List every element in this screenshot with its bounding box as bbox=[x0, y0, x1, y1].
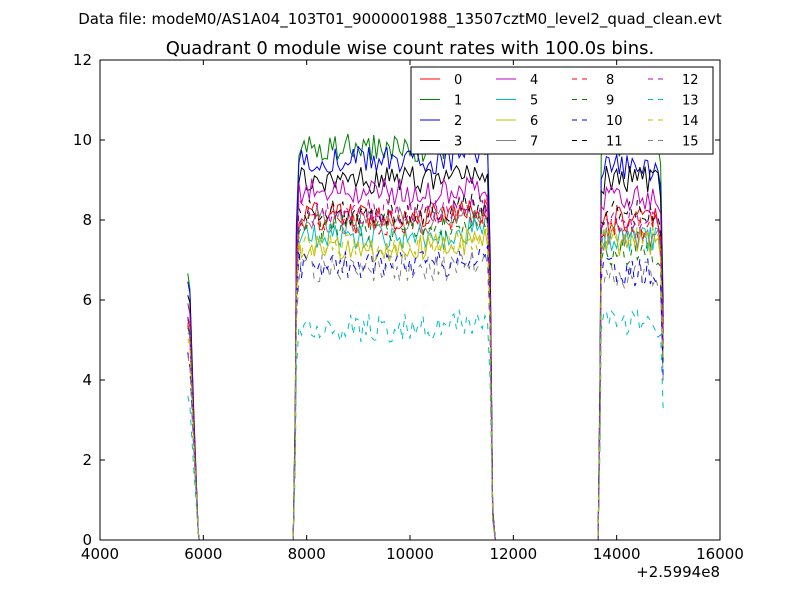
legend-label-5: 5 bbox=[530, 94, 538, 109]
y-tick-label: 0 bbox=[82, 531, 92, 549]
legend-label-9: 9 bbox=[606, 94, 614, 109]
series-line-8 bbox=[187, 204, 664, 541]
legend-label-10: 10 bbox=[606, 114, 623, 129]
series-line-15 bbox=[187, 250, 664, 541]
legend-label-13: 13 bbox=[682, 94, 699, 109]
y-tick-label: 6 bbox=[82, 291, 92, 309]
legend-label-2: 2 bbox=[454, 114, 462, 129]
legend-label-4: 4 bbox=[530, 73, 538, 88]
x-axis: 4000 6000 8000 10000 12000 14000 16000 bbox=[81, 60, 744, 563]
y-tick-label: 4 bbox=[82, 371, 92, 389]
figure-suptitle: Data file: modeM0/AS1A04_103T01_90000019… bbox=[78, 10, 722, 29]
series-line-13 bbox=[187, 308, 664, 541]
legend-label-12: 12 bbox=[682, 73, 699, 88]
y-tick-label: 12 bbox=[73, 51, 92, 69]
chart-title: Quadrant 0 module wise count rates with … bbox=[166, 38, 655, 59]
legend-label-14: 14 bbox=[682, 114, 699, 129]
x-tick-label: 4000 bbox=[81, 545, 119, 563]
x-tick-label: 14000 bbox=[593, 545, 641, 563]
series-line-0 bbox=[187, 198, 664, 541]
x-tick-label: 6000 bbox=[184, 545, 222, 563]
x-tick-label: 10000 bbox=[386, 545, 434, 563]
series-line-9 bbox=[187, 206, 664, 541]
y-tick-label: 2 bbox=[82, 451, 92, 469]
series-lines bbox=[187, 128, 664, 541]
x-tick-label: 16000 bbox=[696, 545, 744, 563]
series-line-3 bbox=[187, 164, 664, 541]
legend-label-1: 1 bbox=[454, 94, 462, 109]
series-line-2 bbox=[187, 138, 664, 541]
legend-label-0: 0 bbox=[454, 73, 462, 88]
legend-label-11: 11 bbox=[606, 135, 623, 150]
x-tick-label: 12000 bbox=[489, 545, 537, 563]
series-line-10 bbox=[187, 245, 664, 541]
y-tick-label: 8 bbox=[82, 211, 92, 229]
series-line-11 bbox=[187, 193, 664, 541]
x-offset-label: +2.5994e8 bbox=[636, 563, 720, 581]
legend-label-3: 3 bbox=[454, 135, 462, 150]
legend-box bbox=[410, 66, 714, 155]
legend-label-6: 6 bbox=[530, 114, 538, 129]
x-tick-label: 8000 bbox=[288, 545, 326, 563]
y-tick-label: 10 bbox=[73, 131, 92, 149]
legend-label-15: 15 bbox=[682, 135, 699, 150]
series-line-12 bbox=[187, 193, 664, 541]
legend-label-7: 7 bbox=[530, 135, 538, 150]
legend-label-8: 8 bbox=[606, 73, 614, 88]
series-line-4 bbox=[187, 175, 664, 541]
series-line-7 bbox=[187, 204, 664, 541]
series-line-14 bbox=[187, 223, 664, 541]
